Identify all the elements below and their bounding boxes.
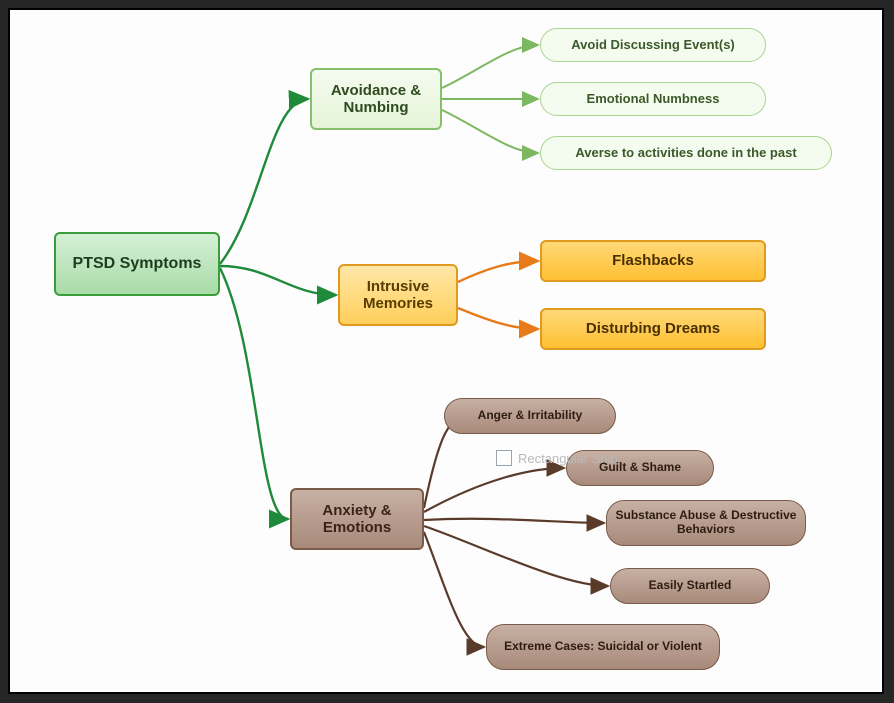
edge-intr-1 [458,308,538,329]
watermark-text: Rectangular Snip [518,451,618,466]
edge-root-avoidance [220,99,308,264]
leaf-avoid-0: Avoid Discussing Event(s) [540,28,766,62]
leaf-intr-1: Disturbing Dreams [540,308,766,350]
leaf-label: Flashbacks [612,252,694,269]
category-label: Anxiety & Emotions [300,502,414,537]
leaf-label: Disturbing Dreams [586,320,720,337]
leaf-label: Averse to activities done in the past [575,146,796,161]
leaf-anx-3: Easily Startled [610,568,770,604]
leaf-avoid-1: Emotional Numbness [540,82,766,116]
leaf-label: Avoid Discussing Event(s) [571,38,735,53]
category-label: Avoidance & Numbing [320,82,432,117]
leaf-anx-2: Substance Abuse & Destructive Behaviors [606,500,806,546]
category-anxiety: Anxiety & Emotions [290,488,424,550]
leaf-anx-4: Extreme Cases: Suicidal or Violent [486,624,720,670]
leaf-label: Emotional Numbness [587,92,720,107]
root-label: PTSD Symptoms [73,255,202,273]
leaf-intr-0: Flashbacks [540,240,766,282]
category-avoidance: Avoidance & Numbing [310,68,442,130]
leaf-avoid-2: Averse to activities done in the past [540,136,832,170]
diagram-frame: PTSD Symptoms Avoidance & Numbing Avoid … [8,8,884,694]
edge-anx-2 [424,519,604,523]
category-label: Intrusive Memories [348,278,448,313]
edge-root-intrusive [220,266,336,295]
watermark-swatch [496,450,512,466]
root-node: PTSD Symptoms [54,232,220,296]
leaf-label: Extreme Cases: Suicidal or Violent [504,640,702,654]
edge-root-anxiety [220,268,288,519]
leaf-label: Substance Abuse & Destructive Behaviors [615,509,797,537]
edge-anx-1 [424,468,564,512]
leaf-label: Easily Startled [649,579,732,593]
leaf-label: Anger & Irritability [478,409,583,423]
leaf-anx-0: Anger & Irritability [444,398,616,434]
edge-anx-4 [424,532,484,647]
watermark: Rectangular Snip [496,450,618,466]
edge-avoid-0 [442,45,538,88]
edge-avoid-2 [442,110,538,153]
edge-intr-0 [458,261,538,282]
category-intrusive: Intrusive Memories [338,264,458,326]
edge-anx-3 [424,526,608,586]
